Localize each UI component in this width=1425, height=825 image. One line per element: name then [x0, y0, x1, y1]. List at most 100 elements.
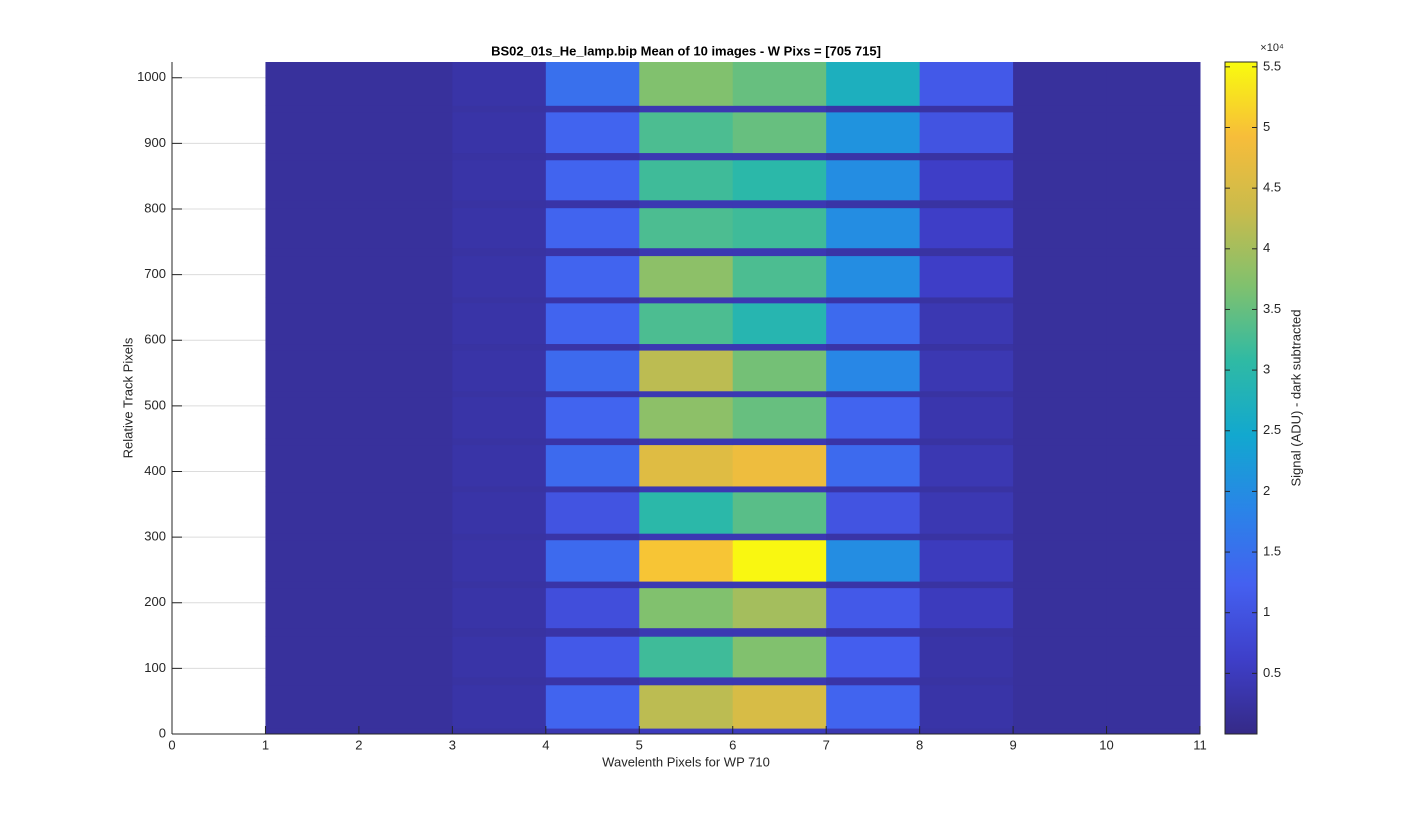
heatmap-cell [1106, 684, 1201, 729]
heatmap-cell [826, 485, 921, 493]
heatmap-cell [358, 636, 453, 678]
heatmap-cell [639, 350, 734, 392]
colorbar-tick-label: 5.5 [1263, 58, 1281, 73]
heatmap-cell [826, 438, 921, 446]
heatmap-cell [1106, 676, 1201, 686]
heatmap-cell [732, 444, 827, 487]
heatmap-cell [639, 438, 734, 446]
heatmap-cell [452, 539, 547, 582]
heatmap-cell [826, 255, 921, 298]
heatmap-cell [1106, 491, 1201, 534]
colorbar-exponent: ×10⁴ [1260, 42, 1284, 54]
heatmap-cell [1106, 159, 1201, 201]
heatmap-cell [452, 302, 547, 345]
heatmap-cell [826, 587, 921, 629]
heatmap-cell [545, 581, 640, 589]
heatmap-cell [358, 296, 453, 304]
heatmap-cell [452, 152, 547, 161]
heatmap-cell [1106, 396, 1201, 439]
heatmap-cell [358, 159, 453, 201]
heatmap-cell [826, 207, 921, 249]
heatmap-cell [919, 728, 1014, 735]
heatmap-cell [1106, 438, 1201, 446]
heatmap-cell [265, 636, 360, 678]
heatmap-cell [639, 684, 734, 729]
heatmap-cell [545, 491, 640, 534]
heatmap-cell [358, 62, 453, 106]
heatmap-cell [639, 728, 734, 735]
heatmap-cell [639, 247, 734, 257]
heatmap-cell [732, 302, 827, 345]
heatmap-cell [545, 676, 640, 686]
heatmap-cell [919, 207, 1014, 249]
heatmap-cell [919, 438, 1014, 446]
heatmap-cell [732, 676, 827, 686]
heatmap-cell [452, 199, 547, 209]
heatmap-cell [1106, 105, 1201, 113]
heatmap-cell [545, 207, 640, 249]
heatmap-cell [732, 636, 827, 678]
heatmap-cell [1106, 343, 1201, 351]
heatmap-cell [1013, 343, 1108, 351]
colorbar-tick-label: 3 [1263, 362, 1270, 377]
heatmap-cell [919, 111, 1014, 154]
heatmap-cell [452, 444, 547, 487]
heatmap-cell [919, 684, 1014, 729]
heatmap-cell [358, 533, 453, 541]
heatmap-cell [919, 343, 1014, 351]
heatmap-cell [265, 396, 360, 439]
x-tick-label: 1 [262, 737, 269, 752]
heatmap-cell [1013, 485, 1108, 493]
heatmap-cell [732, 728, 827, 735]
heatmap-cell [265, 255, 360, 298]
heatmap-cell [265, 302, 360, 345]
heatmap-cell [1013, 539, 1108, 582]
heatmap-cell [358, 396, 453, 439]
heatmap-cell [919, 539, 1014, 582]
heatmap-cell [639, 581, 734, 589]
heatmap-cell [358, 627, 453, 637]
heatmap-cell [639, 302, 734, 345]
heatmap-cell [358, 105, 453, 113]
heatmap-cell [452, 728, 547, 735]
heatmap-cell [826, 105, 921, 113]
heatmap-cell [1013, 627, 1108, 637]
heatmap-cell [545, 539, 640, 582]
heatmap-cell [919, 247, 1014, 257]
x-tick-label: 6 [729, 737, 736, 752]
heatmap-cell [1013, 587, 1108, 629]
heatmap-cell [732, 533, 827, 541]
heatmap-cell [732, 152, 827, 161]
colorbar-tick-label: 4 [1263, 240, 1270, 255]
colorbar-tick-label: 1.5 [1263, 543, 1281, 558]
heatmap-cell [358, 152, 453, 161]
heatmap-cell [265, 728, 360, 735]
colorbar-tick-label: 5 [1263, 119, 1270, 134]
heatmap-cell [732, 247, 827, 257]
x-tick-label: 10 [1099, 737, 1113, 752]
heatmap-cell [732, 396, 827, 439]
heatmap-cell [1106, 302, 1201, 345]
heatmap-cell [826, 296, 921, 304]
colorbar-tick-label: 2.5 [1263, 422, 1281, 437]
heatmap-cell [265, 627, 360, 637]
y-tick-label: 700 [144, 266, 166, 281]
heatmap-cell [1013, 684, 1108, 729]
heatmap-cell [358, 199, 453, 209]
heatmap-cell [732, 581, 827, 589]
heatmap-cell [1013, 159, 1108, 201]
heatmap-cell [919, 302, 1014, 345]
heatmap-cell [639, 491, 734, 534]
heatmap-cell [1013, 636, 1108, 678]
heatmap-cell [639, 343, 734, 351]
heatmap-cell [1013, 390, 1108, 398]
heatmap-cell [639, 111, 734, 154]
heatmap-cell [265, 444, 360, 487]
heatmap-cell [265, 152, 360, 161]
heatmap-cell [265, 199, 360, 209]
y-tick-label: 600 [144, 332, 166, 347]
heatmap-cell [1013, 302, 1108, 345]
heatmap-cell [1013, 207, 1108, 249]
y-tick-label: 800 [144, 200, 166, 215]
